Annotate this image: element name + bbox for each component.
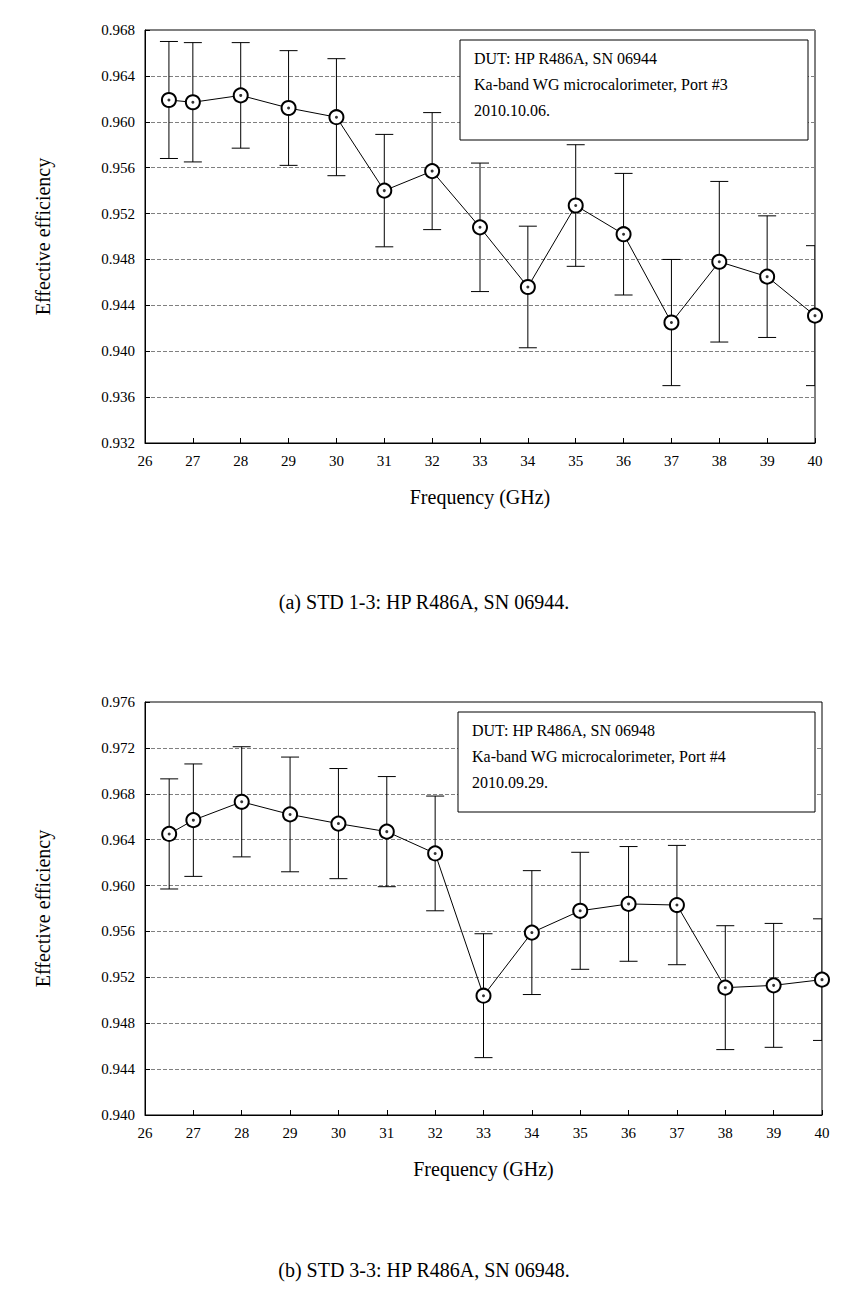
svg-text:Frequency (GHz): Frequency (GHz) [410,486,551,509]
svg-text:0.968: 0.968 [101,786,135,802]
svg-text:DUT: HP R486A, SN 06948: DUT: HP R486A, SN 06948 [472,722,655,739]
svg-text:2010.10.06.: 2010.10.06. [474,102,550,119]
svg-text:2010.09.29.: 2010.09.29. [472,774,548,791]
svg-text:0.968: 0.968 [101,22,135,38]
svg-text:37: 37 [669,1125,685,1141]
svg-text:34: 34 [524,1125,540,1141]
svg-text:27: 27 [186,1125,202,1141]
svg-text:Effective efficiency: Effective efficiency [32,830,55,988]
svg-text:35: 35 [573,1125,588,1141]
svg-text:0.976: 0.976 [101,694,135,710]
svg-text:28: 28 [233,453,248,469]
svg-text:0.956: 0.956 [101,923,135,939]
svg-text:30: 30 [331,1125,346,1141]
svg-text:32: 32 [428,1125,443,1141]
svg-text:29: 29 [281,453,296,469]
svg-text:39: 39 [766,1125,781,1141]
svg-text:(b) STD 3-3: HP R486A, SN 0694: (b) STD 3-3: HP R486A, SN 06948. [278,1259,570,1282]
svg-text:0.964: 0.964 [101,832,135,848]
svg-text:26: 26 [138,453,154,469]
svg-text:0.960: 0.960 [101,878,135,894]
svg-text:0.940: 0.940 [101,1107,135,1123]
svg-text:0.972: 0.972 [101,740,135,756]
svg-text:36: 36 [616,453,632,469]
svg-text:0.960: 0.960 [101,114,135,130]
svg-text:29: 29 [283,1125,298,1141]
svg-text:0.932: 0.932 [101,435,135,451]
svg-text:0.956: 0.956 [101,160,135,176]
svg-text:26: 26 [138,1125,154,1141]
svg-text:Frequency (GHz): Frequency (GHz) [413,1158,554,1181]
svg-text:39: 39 [760,453,775,469]
svg-text:37: 37 [664,453,680,469]
svg-text:0.940: 0.940 [101,343,135,359]
svg-text:27: 27 [185,453,201,469]
svg-text:0.944: 0.944 [101,297,135,313]
svg-text:33: 33 [473,453,488,469]
svg-text:32: 32 [425,453,440,469]
svg-text:0.948: 0.948 [101,251,135,267]
svg-text:DUT: HP R486A, SN 06944: DUT: HP R486A, SN 06944 [474,50,657,67]
svg-text:33: 33 [476,1125,491,1141]
svg-text:Effective efficiency: Effective efficiency [32,158,55,316]
svg-text:36: 36 [621,1125,637,1141]
svg-text:40: 40 [815,1125,830,1141]
svg-text:30: 30 [329,453,344,469]
svg-text:40: 40 [808,453,823,469]
svg-text:0.944: 0.944 [101,1061,135,1077]
svg-text:31: 31 [377,453,392,469]
svg-text:28: 28 [234,1125,249,1141]
svg-text:0.952: 0.952 [101,206,135,222]
svg-text:38: 38 [712,453,727,469]
svg-text:38: 38 [718,1125,733,1141]
svg-text:Ka-band WG microcalorimeter, P: Ka-band WG microcalorimeter, Port #3 [474,76,728,93]
svg-text:0.964: 0.964 [101,68,135,84]
svg-text:0.948: 0.948 [101,1015,135,1031]
svg-text:(a) STD 1-3: HP R486A, SN 0694: (a) STD 1-3: HP R486A, SN 06944. [279,591,569,614]
svg-text:Ka-band WG microcalorimeter, P: Ka-band WG microcalorimeter, Port #4 [472,748,726,765]
svg-text:34: 34 [520,453,536,469]
svg-text:35: 35 [568,453,583,469]
svg-text:31: 31 [379,1125,394,1141]
svg-text:0.952: 0.952 [101,969,135,985]
svg-text:0.936: 0.936 [101,389,135,405]
